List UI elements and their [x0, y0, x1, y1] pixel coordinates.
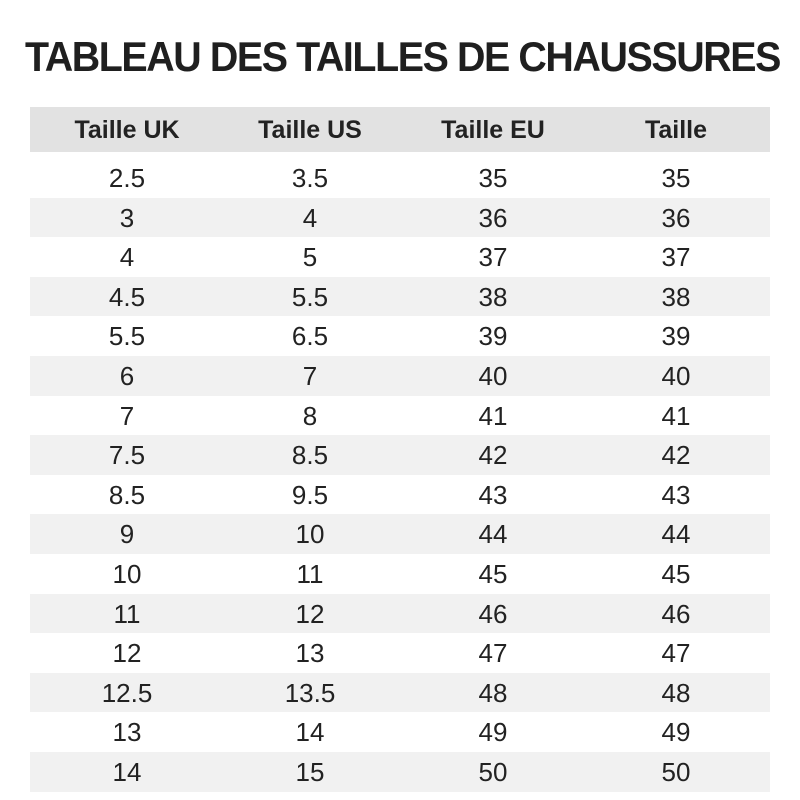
table-cell: 43	[478, 479, 508, 510]
table-cell: 4	[119, 242, 135, 273]
table-cell: 50	[478, 757, 508, 787]
table-cell: 35	[661, 163, 691, 193]
column-header: Taille US	[258, 116, 362, 144]
table-cell: 47	[478, 638, 508, 669]
table-cell: 11	[296, 559, 324, 589]
table-cell: 35	[478, 163, 508, 193]
table-cell: 36	[661, 202, 691, 233]
table-cell: 37	[478, 242, 508, 273]
table-cell: 14	[295, 717, 325, 748]
column-header: Taille	[644, 116, 708, 144]
table-cell: 46	[661, 598, 691, 629]
row-shade	[30, 672, 770, 713]
table-cell: 46	[478, 598, 508, 629]
table-cell: 6	[119, 361, 135, 391]
table-cell: 10	[112, 559, 142, 589]
table-cell: 5	[302, 242, 318, 273]
table-cell: 49	[478, 717, 508, 748]
table-cell: 13.5	[284, 677, 336, 708]
table-cell: 4	[302, 202, 318, 233]
row-shade	[30, 197, 770, 238]
table-cell: 39	[661, 321, 691, 352]
table-cell: 9	[119, 519, 135, 550]
table-cell: 13	[295, 638, 325, 669]
title: TABLEAU DES TAILLES DE CHAUSSURES	[24, 33, 781, 80]
table-cell: 36	[478, 202, 508, 233]
table-cell: 41	[478, 400, 508, 431]
table-cell: 12.5	[101, 677, 153, 708]
table-cell: 12	[112, 638, 142, 669]
table-cell: 45	[661, 559, 691, 589]
table-cell: 4.5	[108, 281, 146, 312]
column-header: Taille UK	[74, 116, 180, 144]
row-shade	[30, 752, 770, 792]
table-cell: 49	[661, 717, 691, 748]
row-shade	[30, 435, 770, 475]
table-cell: 44	[661, 519, 691, 550]
table-cell: 41	[661, 400, 691, 431]
table-cell: 6.5	[291, 321, 329, 352]
table-cell: 43	[661, 479, 691, 510]
table-cell: 37	[661, 242, 691, 273]
table-cell: 47	[661, 638, 691, 669]
table-cell: 5.5	[108, 321, 146, 352]
table-cell: 40	[478, 361, 508, 391]
table-cell: 11	[113, 598, 141, 629]
table-cell: 12	[295, 598, 325, 629]
table-cell: 39	[478, 321, 508, 352]
row-shade	[30, 514, 770, 554]
header-row	[30, 107, 770, 152]
table-cell: 42	[478, 440, 508, 471]
table-cell: 38	[478, 281, 508, 312]
table-cell: 7	[119, 400, 135, 431]
table-cell: 48	[478, 677, 508, 708]
table-cell: 15	[295, 757, 325, 787]
table-cell: 44	[478, 519, 508, 550]
table-cell: 13	[112, 717, 142, 748]
table-cell: 8	[302, 400, 318, 431]
table-cell: 8.5	[291, 440, 329, 471]
table-cell: 38	[661, 281, 691, 312]
table-cell: 42	[661, 440, 691, 471]
table-cell: 7.5	[108, 440, 146, 471]
column-header: Taille EU	[441, 116, 545, 144]
table-cell: 5.5	[291, 281, 329, 312]
table-cell: 48	[661, 677, 691, 708]
table-cell: 9.5	[291, 479, 329, 510]
row-shade	[30, 276, 770, 317]
table-cell: 3.5	[291, 163, 329, 193]
table-cell: 50	[661, 757, 691, 787]
table-cell: 8.5	[108, 479, 146, 510]
table-cell: 7	[302, 361, 318, 391]
table-cell: 3	[119, 202, 135, 233]
table-cell: 2.5	[108, 163, 146, 193]
table-cell: 10	[295, 519, 325, 550]
row-shade	[30, 593, 770, 634]
table-cell: 14	[112, 757, 142, 787]
table-cell: 45	[478, 559, 508, 589]
row-shade	[30, 356, 770, 396]
table-cell: 40	[661, 361, 691, 391]
